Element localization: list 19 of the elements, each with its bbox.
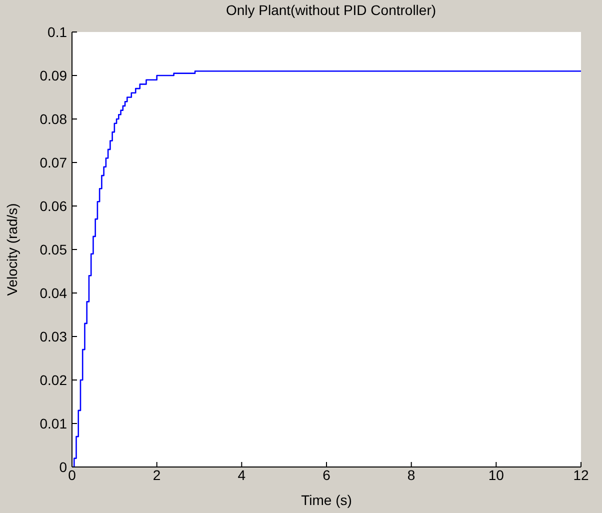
- x-tick-label: 6: [322, 466, 331, 483]
- x-tick-label: 10: [488, 466, 504, 483]
- y-axis-title: Velocity (rad/s): [4, 203, 20, 296]
- y-tick-label: 0.09: [40, 67, 68, 84]
- y-tick-label: 0.06: [40, 198, 68, 214]
- y-tick-label: 0.02: [40, 372, 68, 388]
- y-tick-label: 0.1: [48, 24, 68, 40]
- x-axis-title: Time (s): [301, 492, 352, 508]
- x-tick-label: 4: [238, 466, 246, 483]
- y-tick-label: 0.07: [40, 154, 68, 170]
- y-tick-label: 0.08: [40, 110, 68, 127]
- y-tick-label: 0.05: [40, 241, 68, 258]
- x-tick-label: 8: [407, 466, 416, 483]
- y-tick-label: 0.01: [40, 415, 68, 432]
- chart-title: Only Plant(without PID Controller): [224, 2, 438, 18]
- x-tick-label: 2: [152, 466, 161, 483]
- y-tick-label: 0.03: [40, 328, 68, 344]
- x-tick-label: 12: [573, 466, 589, 483]
- y-tick-label: 0.04: [40, 284, 68, 301]
